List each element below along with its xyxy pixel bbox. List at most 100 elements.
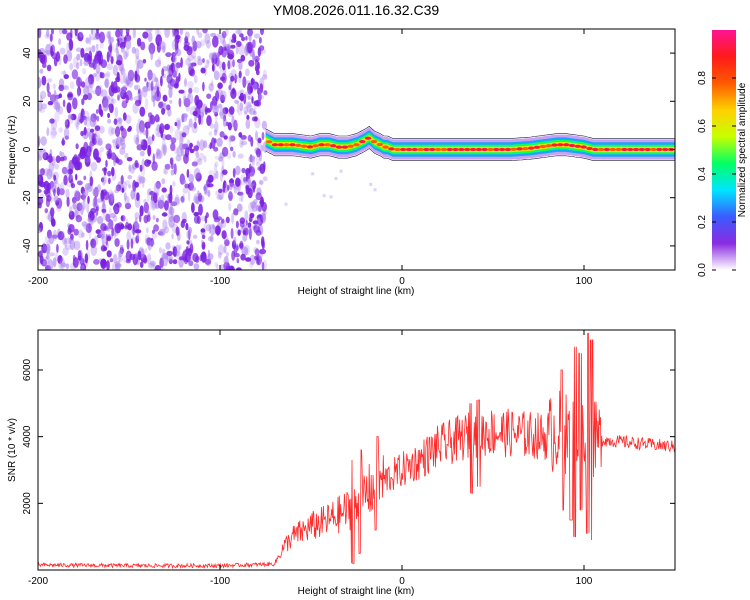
noise-cell <box>85 116 92 128</box>
noise-cell <box>213 129 218 136</box>
noise-cell <box>101 208 107 213</box>
noise-cell <box>58 29 63 35</box>
noise-cell <box>51 29 54 35</box>
noise-cell <box>161 68 165 77</box>
noise-cell <box>255 130 258 141</box>
ridge-peak <box>475 147 482 152</box>
noise-cell <box>183 179 187 185</box>
noise-cell <box>58 261 63 270</box>
noise-cell <box>189 68 196 77</box>
noise-cell <box>162 94 168 102</box>
noise-cell <box>156 148 160 157</box>
noise-cell <box>150 80 154 92</box>
noise-cell <box>110 127 117 135</box>
noise-cell <box>111 139 116 144</box>
noise-cell <box>219 107 226 120</box>
noise-cell <box>156 86 160 98</box>
noise-cell <box>89 116 96 128</box>
noise-cell <box>57 231 65 241</box>
noise-cell <box>56 243 59 253</box>
ridge-peak <box>545 144 552 148</box>
noise-cell <box>189 142 193 148</box>
noise-cell <box>161 107 166 115</box>
noise-cell <box>215 170 219 180</box>
noise-cell <box>121 128 127 139</box>
noise-cell <box>136 144 144 151</box>
noise-cell <box>76 53 81 61</box>
noise-cell <box>241 36 246 42</box>
noise-cell <box>138 176 146 184</box>
noise-cell <box>121 100 128 109</box>
noise-cell <box>115 136 122 148</box>
noise-cell <box>236 40 242 48</box>
noise-cell <box>133 96 140 101</box>
noise-cell <box>111 166 115 177</box>
noise-cell <box>260 144 264 152</box>
x-tick-label: 100 <box>576 276 593 287</box>
noise-cell <box>93 235 99 246</box>
noise-cell <box>249 154 253 163</box>
noise-cell <box>56 186 61 196</box>
noise-cell <box>159 230 165 237</box>
ridge-peak <box>434 147 442 152</box>
noise-cell <box>201 239 204 245</box>
noise-cell <box>101 177 105 183</box>
ridge-peak <box>382 145 389 149</box>
noise-cell <box>184 78 187 87</box>
noise-cell <box>85 76 92 89</box>
noise-cell <box>184 183 190 189</box>
noise-cell <box>172 246 178 257</box>
noise-cell <box>228 135 234 143</box>
noise-cell <box>235 220 239 229</box>
noise-cell <box>261 131 265 141</box>
noise-cell <box>112 215 118 222</box>
noise-cell <box>87 195 90 204</box>
noise-cell <box>189 148 195 154</box>
ridge-peak <box>551 143 558 147</box>
noise-cell <box>99 31 105 44</box>
noise-cell <box>142 257 148 264</box>
noise-cell <box>134 74 141 83</box>
noise-cell <box>38 29 42 39</box>
noise-cell <box>190 186 197 192</box>
noise-cell <box>119 89 124 98</box>
noise-cell <box>100 109 104 117</box>
noise-cell <box>219 131 225 138</box>
noise-cell <box>108 42 115 53</box>
noise-cell <box>163 200 169 211</box>
noise-cell <box>89 46 93 52</box>
noise-cell <box>96 140 103 146</box>
noise-cell <box>77 229 84 239</box>
noise-cell <box>44 50 51 55</box>
noise-cell <box>46 168 53 180</box>
noise-cell <box>79 204 84 216</box>
noise-cell <box>108 126 114 136</box>
noise-cell <box>146 159 152 165</box>
noise-cell <box>187 54 195 62</box>
noise-cell <box>39 80 42 87</box>
noise-cell <box>69 205 73 216</box>
noise-cell <box>228 265 235 270</box>
noise-cell <box>139 164 143 172</box>
ridge-peak <box>341 145 349 149</box>
snr-y-ticks: 2000 4000 6000 <box>22 358 675 514</box>
ridge-peak <box>330 144 337 148</box>
noise-cell <box>129 96 133 101</box>
noise-cell <box>39 181 46 188</box>
noise-cell <box>128 184 132 189</box>
noise-cell <box>101 89 108 98</box>
ridge-peak <box>557 143 564 147</box>
noise-cell <box>195 172 202 182</box>
noise-cell <box>166 250 173 256</box>
noise-cell <box>144 248 148 254</box>
noise-cell <box>40 168 45 176</box>
noise-cell <box>45 255 50 260</box>
noise-cell <box>44 33 51 39</box>
x-tick-label: -200 <box>28 576 48 587</box>
noise-cell <box>204 215 208 224</box>
noise-cell <box>225 216 230 224</box>
noise-cell <box>92 188 96 196</box>
noise-cell <box>191 161 198 167</box>
noise-cell <box>242 234 248 242</box>
